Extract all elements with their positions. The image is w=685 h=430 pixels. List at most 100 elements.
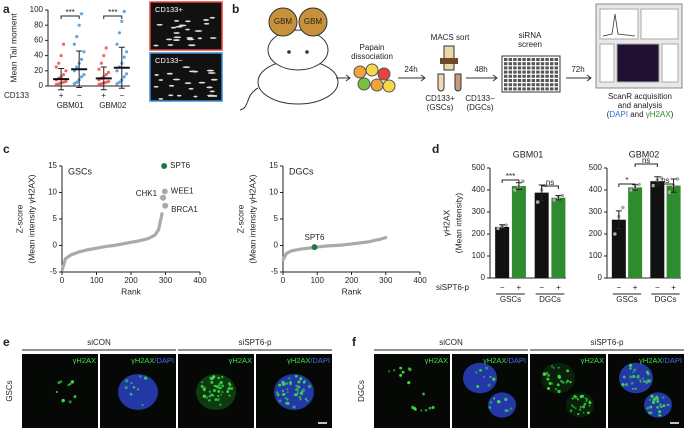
- foci: [588, 404, 591, 407]
- histogram: [602, 13, 636, 37]
- well: [513, 87, 517, 91]
- foci: [217, 376, 220, 380]
- well: [554, 66, 558, 70]
- foci: [482, 375, 485, 378]
- foci: [667, 403, 671, 407]
- mouse-eye: [287, 50, 291, 54]
- foci: [301, 388, 306, 392]
- column-label: −: [77, 91, 82, 100]
- data-point: [117, 31, 121, 35]
- foci: [650, 411, 653, 414]
- y-tick-label: 500: [589, 163, 603, 172]
- well: [513, 79, 517, 82]
- well: [522, 58, 526, 61]
- foci: [655, 395, 659, 399]
- comet: [186, 38, 195, 41]
- time-label: 72h: [571, 65, 584, 74]
- comet: [207, 94, 215, 97]
- error-bar: [555, 195, 562, 201]
- highlight-point: [162, 202, 169, 209]
- magnet: [440, 58, 458, 64]
- foci: [662, 396, 665, 399]
- well: [522, 62, 526, 66]
- data-point: [99, 61, 103, 65]
- foci: [200, 384, 204, 388]
- well: [540, 62, 545, 66]
- foci: [658, 414, 661, 417]
- foci: [289, 382, 293, 386]
- comet: [187, 44, 196, 47]
- comet: [206, 86, 213, 89]
- data-point: [513, 188, 517, 192]
- data-point: [79, 57, 84, 62]
- foci: [70, 380, 75, 384]
- foci: [479, 368, 482, 372]
- point-label: BRCA1: [171, 205, 198, 214]
- well: [508, 74, 512, 78]
- y-axis-label: (Mean intensity γH2AX): [247, 174, 257, 263]
- condition-label: siSPT6-p: [239, 338, 272, 347]
- well: [504, 58, 508, 61]
- foci: [217, 389, 221, 393]
- foci: [585, 399, 588, 403]
- data-point: [125, 50, 129, 54]
- foci: [408, 367, 412, 372]
- foci: [59, 380, 63, 383]
- panel-letter: c: [3, 142, 10, 156]
- foci: [67, 384, 70, 387]
- arrow: [566, 74, 592, 82]
- well: [531, 79, 535, 82]
- well: [531, 62, 535, 66]
- y-tick-label: 200: [589, 229, 603, 238]
- foci: [431, 405, 435, 410]
- data-point: [104, 80, 108, 84]
- y-tick-label: 200: [472, 229, 486, 238]
- data-point: [104, 46, 108, 50]
- x-tick-label: 400: [193, 276, 207, 285]
- point-label: WEE1: [171, 187, 194, 196]
- foci: [69, 382, 72, 386]
- condition-label: siCON: [439, 338, 463, 347]
- well: [550, 83, 554, 87]
- well: [517, 87, 522, 91]
- y-tick-label: 300: [472, 207, 486, 216]
- comet: [158, 79, 164, 81]
- foci: [141, 404, 144, 407]
- workflow: GBM GBM Papain dissociation 24h MACS sor…: [239, 3, 683, 119]
- data-point: [115, 69, 119, 73]
- x-tick-label: 300: [379, 276, 393, 285]
- column-label: +: [59, 91, 64, 100]
- micrograph: [149, 1, 223, 51]
- y-axis-label: (Mean intensity γH2AX): [26, 174, 36, 263]
- foci: [586, 398, 589, 401]
- foci: [281, 380, 285, 384]
- comet: [174, 19, 180, 22]
- channel-part: γH2AX: [229, 356, 252, 365]
- micrograph: [608, 354, 684, 428]
- comet: [185, 20, 191, 23]
- well: [504, 87, 508, 91]
- foci: [411, 405, 415, 410]
- foci: [573, 394, 577, 399]
- foci: [557, 389, 561, 394]
- foci: [630, 381, 634, 385]
- foci: [648, 411, 652, 415]
- x-tick-label: 400: [413, 276, 427, 285]
- foci: [572, 405, 575, 408]
- x-tick-label: 200: [124, 276, 138, 285]
- comet: [188, 87, 194, 90]
- foci: [401, 370, 405, 374]
- chart-title: GSCs: [68, 166, 93, 176]
- foci: [582, 405, 586, 409]
- channel-part: γH2AX: [73, 356, 96, 365]
- foci: [299, 397, 302, 401]
- channel-part: /DAPI: [310, 356, 330, 365]
- foci: [301, 393, 304, 396]
- foci: [562, 381, 565, 384]
- y-tick-label: 0: [274, 241, 279, 250]
- foci: [210, 380, 214, 384]
- error-bar: [499, 224, 506, 230]
- well: [550, 74, 554, 78]
- comet: [153, 85, 159, 88]
